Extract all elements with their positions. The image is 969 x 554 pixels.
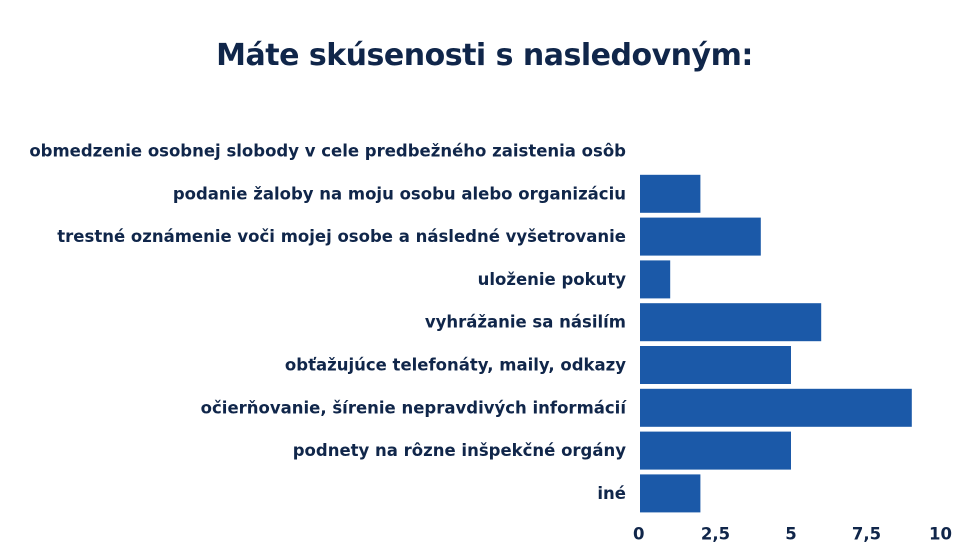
bar (640, 346, 791, 384)
bar (640, 174, 701, 213)
x-tick-label: 0 (633, 525, 644, 544)
category-label: podanie žaloby na moju osobu alebo organ… (173, 184, 626, 203)
category-label: vyhrážanie sa násilím (425, 313, 626, 332)
category-label: obťažujúce telefonáty, maily, odkazy (285, 356, 626, 375)
bars (640, 174, 912, 513)
x-tick-label: 5 (785, 525, 796, 544)
category-label: iné (597, 484, 626, 503)
bar (640, 217, 761, 256)
x-tick-label: 7,5 (852, 525, 881, 544)
category-label: obmedzenie osobnej slobody v cele predbe… (29, 142, 626, 161)
x-tick-label: 2,5 (701, 525, 730, 544)
category-label: trestné oznámenie voči mojej osobe a nás… (57, 227, 626, 246)
bar (640, 260, 671, 299)
bar (640, 474, 701, 513)
bar (640, 431, 791, 470)
chart-title: Máte skúsenosti s nasledovným: (216, 38, 753, 73)
bar (640, 388, 912, 427)
bar (640, 303, 822, 342)
category-label: uloženie pokuty (478, 270, 627, 289)
x-tick-labels: 0 2,5 5 7,5 10 (633, 525, 952, 544)
category-labels: obmedzenie osobnej slobody v cele predbe… (29, 142, 627, 503)
x-tick-label: 10 (929, 525, 952, 544)
category-label: očierňovanie, šírenie nepravdivých infor… (201, 398, 628, 417)
category-label: podnety na rôzne inšpekčné orgány (293, 441, 626, 460)
